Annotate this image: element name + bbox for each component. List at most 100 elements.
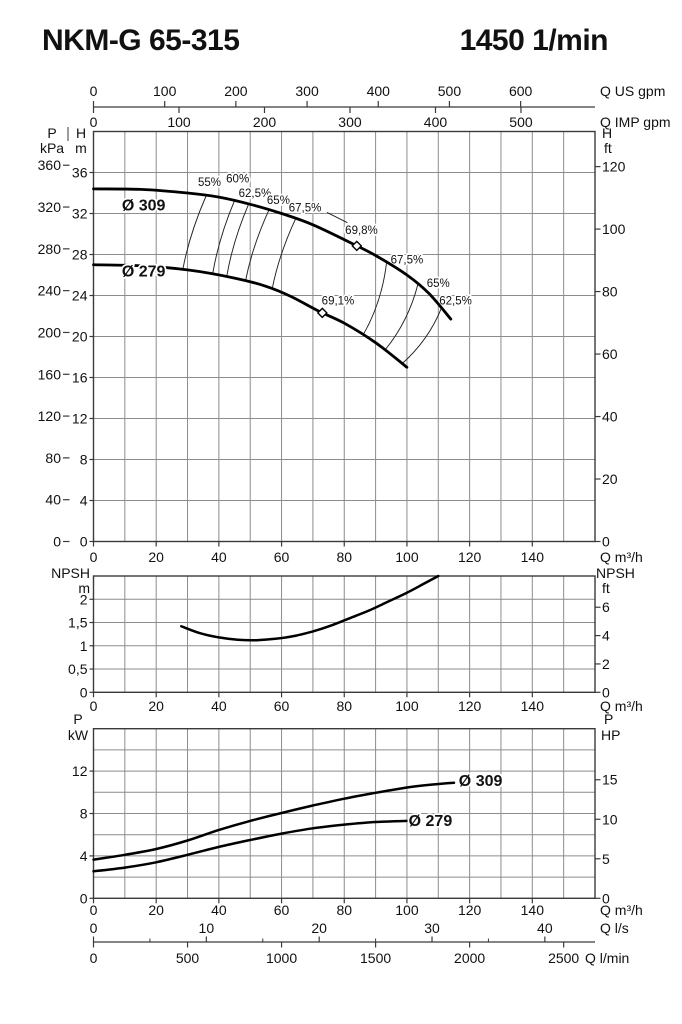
hq-curves: Ø 309 Ø 279 [92, 187, 453, 369]
tick-label: 0 [602, 534, 610, 550]
npsh-curve [180, 574, 440, 642]
hq-curve-Ø279 [92, 263, 409, 369]
axis-q-ls-lmin: 0 10 20 30 40 Q l/s 0 500 1000 1500 2000 2500 Q l/mi… [90, 920, 630, 966]
tick-label: 140 [521, 698, 545, 714]
tick-label: 20 [148, 902, 164, 918]
tick-label: 0 [90, 902, 98, 918]
tick-label: 80 [336, 902, 352, 918]
tick-label: 0 [90, 549, 98, 565]
tick-label: 80 [45, 450, 61, 466]
axis-title-npsh: NPSH [51, 565, 90, 581]
axis-q-m3h-hq: 0 20 40 60 80 100 120 140 Q m³/h [90, 541, 643, 565]
tick-label: 80 [336, 549, 352, 565]
axis-title-kpa: kPa [40, 140, 64, 156]
tick-label: 20 [72, 329, 88, 345]
tick-label: 120 [458, 549, 482, 565]
tick-label: 0 [602, 684, 610, 700]
efficiency-contour-line [401, 307, 442, 364]
tick-label: 300 [295, 83, 319, 99]
axis-p-hp: PHP 0 5 10 15 [595, 711, 620, 906]
hq-grid [93, 131, 595, 542]
page-title: NKM-G 65-315 [42, 24, 240, 57]
axis-unit-q-imp-gpm: Q IMP gpm [600, 114, 671, 130]
tick-label: 4 [602, 628, 610, 644]
tick-label: 100 [602, 221, 626, 237]
axis-unit-q-lmin: Q l/min [585, 950, 629, 966]
tick-label: 0,5 [68, 661, 88, 677]
tick-label: 160 [38, 366, 62, 382]
efficiency-contour-line [182, 195, 207, 270]
axis-title-m: m [75, 140, 87, 156]
hq-curve-Ø309 [92, 187, 453, 321]
efficiency-label: 65% [267, 195, 290, 207]
tick-label: 0 [80, 684, 88, 700]
tick-label: 120 [602, 159, 626, 175]
axis-unit-q-us-gpm: Q US gpm [600, 83, 665, 99]
efficiency-contour-line [226, 203, 250, 277]
efficiency-label: 67,5% [289, 202, 322, 214]
tick-label: 500 [176, 950, 200, 966]
tick-label: 40 [211, 549, 227, 565]
tick-label: 40 [45, 492, 61, 508]
tick-label: 15 [602, 772, 618, 788]
tick-label: 1 [80, 638, 88, 654]
tick-label: 400 [367, 83, 391, 99]
tick-label: 500 [509, 114, 533, 130]
tick-label: 2000 [454, 950, 485, 966]
tick-label: 8 [80, 806, 88, 822]
tick-label: 40 [602, 409, 618, 425]
tick-label: 20 [148, 698, 164, 714]
tick-label: 0 [90, 920, 98, 936]
axis-title-p: P [47, 125, 56, 141]
tick-label: 8 [80, 452, 88, 468]
tick-label: 20 [148, 549, 164, 565]
tick-label: 280 [38, 241, 62, 257]
tick-label: 16 [72, 370, 88, 386]
axis-q-m3h-npsh: 0 20 40 60 80 100 120 140 Q m³/h [90, 692, 643, 714]
axis-title-npsh-right: NPSH [596, 565, 635, 581]
efficiency-label: 65% [427, 278, 450, 290]
curve-label: Ø 309 [122, 197, 166, 214]
axis-title-kw: kW [68, 727, 89, 743]
axis-h-m: Hm 0 4 8 12 16 20 24 28 32 36 [72, 125, 94, 550]
tick-label: 2 [602, 656, 610, 672]
tick-label: 0 [80, 534, 88, 550]
tick-label: 0 [90, 698, 98, 714]
efficiency-leader-line [326, 212, 348, 224]
efficiency-contour-line [271, 218, 297, 289]
efficiency-lines: 55% 60%62,5%65%67,5%67,5%65%62,5% [182, 172, 474, 364]
tick-label: 100 [395, 902, 419, 918]
tick-label: 60 [274, 549, 290, 565]
tick-label: 10 [199, 920, 215, 936]
tick-label: 1000 [266, 950, 297, 966]
bep-label: 69,8% [345, 225, 378, 237]
tick-label: 500 [438, 83, 462, 99]
tick-label: 300 [338, 114, 362, 130]
axis-title-ft: ft [602, 580, 610, 596]
npsh-grid [93, 576, 595, 693]
axis-unit-q-ls: Q l/s [600, 920, 629, 936]
tick-label: 80 [602, 284, 618, 300]
tick-label: 320 [38, 199, 62, 215]
best-efficiency-points: 69,8% 69,1% [316, 223, 380, 319]
efficiency-contour-line [384, 284, 419, 351]
tick-label: 1500 [360, 950, 391, 966]
efficiency-label: 62,5% [239, 188, 272, 200]
tick-label: 2 [80, 591, 88, 607]
tick-label: 10 [602, 811, 618, 827]
curve-label: Ø 279 [122, 263, 166, 280]
tick-label: 0 [90, 83, 98, 99]
tick-label: 400 [424, 114, 448, 130]
power-curves: Ø 309 Ø 279 [92, 771, 504, 873]
tick-label: 140 [521, 549, 545, 565]
axis-unit-q-m3h: Q m³/h [600, 549, 643, 565]
tick-label: 0 [90, 114, 98, 130]
bep-diamond-marker [316, 307, 328, 319]
axis-title-h: H [76, 125, 86, 141]
curve-label: Ø 279 [409, 813, 453, 830]
efficiency-contour-line [362, 262, 388, 336]
power-curve-Ø279 [92, 819, 409, 873]
curve-label: Ø 309 [459, 773, 503, 790]
